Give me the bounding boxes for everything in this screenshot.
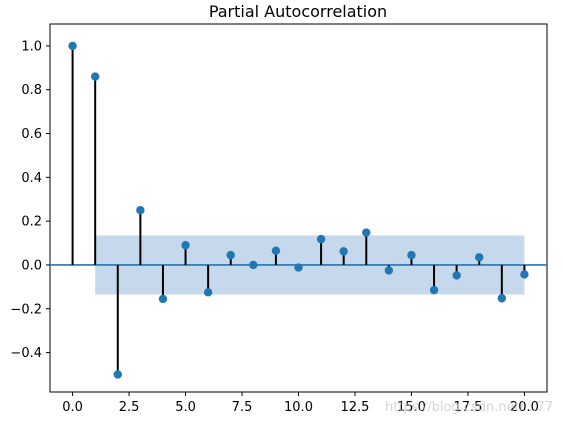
marker-lag-13 xyxy=(362,228,371,237)
x-tick-label: 0.0 xyxy=(62,400,83,415)
marker-lag-9 xyxy=(271,246,281,255)
x-axis: 0.0 2.5 5.0 7.5 10.0 12.5 15.0 17.5 20.0 xyxy=(62,392,539,415)
marker-lag-18 xyxy=(475,253,484,262)
x-tick-label: 12.5 xyxy=(341,400,370,415)
x-tick-label: 2.5 xyxy=(119,400,140,415)
marker-lag-3 xyxy=(136,205,145,215)
marker-lag-5 xyxy=(181,241,190,250)
marker-lag-11 xyxy=(316,234,326,244)
axes-frame xyxy=(49,23,548,393)
marker-lag-20 xyxy=(520,270,529,279)
marker-lag-16 xyxy=(429,285,439,295)
x-tick-label: 5.0 xyxy=(175,400,196,415)
y-tick-label: −0.4 xyxy=(10,346,42,361)
marker-lag-7 xyxy=(226,250,235,260)
y-tick-label: 0.2 xyxy=(21,215,42,230)
x-tick-label: 10.0 xyxy=(284,400,313,415)
marker-lag-8 xyxy=(249,260,258,270)
marker-lag-4 xyxy=(158,294,168,304)
y-tick-label: 0.4 xyxy=(21,171,42,186)
marker-lag-14 xyxy=(384,266,394,275)
x-tick-label: 20.0 xyxy=(510,400,539,415)
marker-lag-6 xyxy=(203,288,213,297)
marker-lag-15 xyxy=(407,250,416,260)
y-tick-label: −0.2 xyxy=(10,302,42,317)
watermark: https://blog.csdn.net/...77 xyxy=(385,400,553,415)
marker-lag-10 xyxy=(294,263,303,272)
x-tick-label: 15.0 xyxy=(397,400,426,415)
marker-lag-1 xyxy=(90,72,100,81)
marker-lag-0 xyxy=(68,41,77,51)
marker-lag-2 xyxy=(113,370,122,379)
y-tick-label: 1.0 xyxy=(21,39,42,54)
x-tick-label: 17.5 xyxy=(453,400,482,415)
y-tick-label: 0.0 xyxy=(21,258,42,273)
x-tick-label: 7.5 xyxy=(232,400,253,415)
chart-title: Partial Autocorrelation xyxy=(209,2,387,21)
y-axis: −0.4 −0.2 0.0 0.2 0.4 0.6 0.8 1.0 xyxy=(10,39,50,361)
y-tick-label: 0.6 xyxy=(21,127,42,142)
marker-lag-19 xyxy=(497,294,507,303)
marker-layer xyxy=(68,41,529,379)
y-tick-label: 0.8 xyxy=(21,83,42,98)
marker-lag-17 xyxy=(452,271,461,280)
plot-area xyxy=(49,23,548,393)
marker-lag-12 xyxy=(339,247,348,256)
